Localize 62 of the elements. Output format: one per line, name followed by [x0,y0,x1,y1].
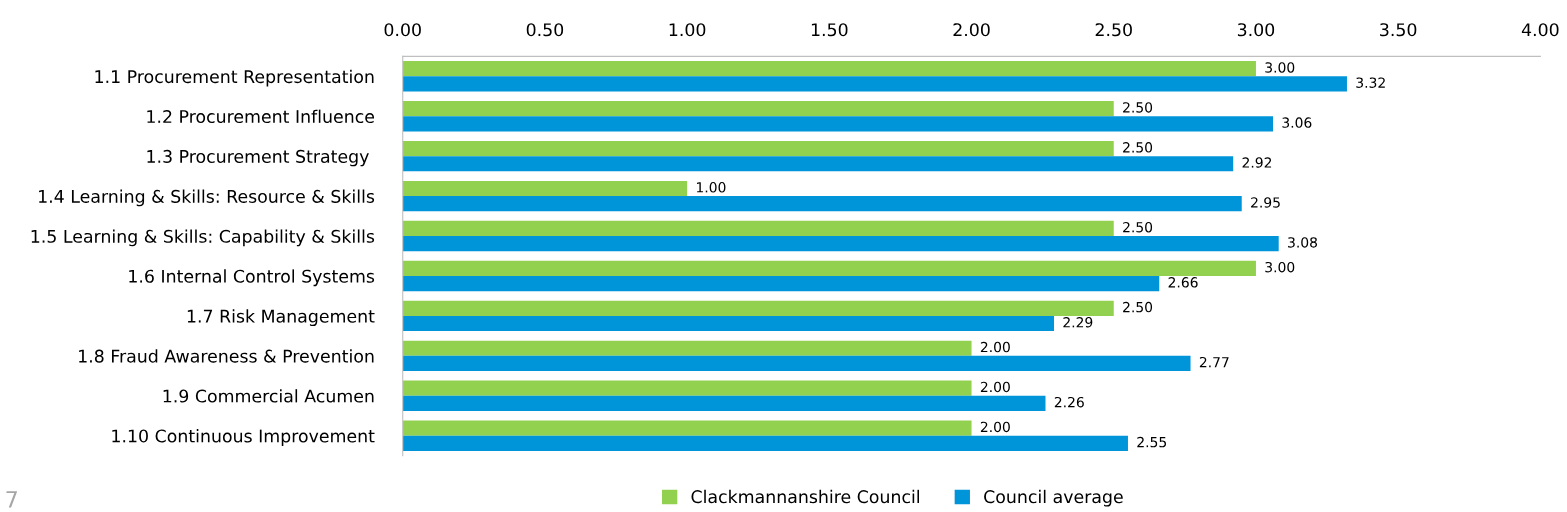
data-label: 2.26 [1054,396,1084,408]
text: 7 [6,491,17,508]
bar [402,236,1279,252]
legend-label: Clackmannanshire Council [691,489,920,504]
bar [402,420,972,436]
data-label: 2.77 [1199,356,1229,368]
data-label: 2.50 [1123,221,1153,233]
bar [402,76,1347,92]
bar [402,300,1114,316]
data-label: 3.32 [1356,77,1385,88]
data-label: 2.00 [980,381,1010,393]
y-tick-label: 1.6 Internal Control Systems [129,269,375,287]
data-label: 2.00 [980,341,1010,353]
legend-label: Council average [984,489,1123,507]
bar [402,260,1256,276]
y-tick-label: 1.9 Commercial Acumen [163,389,374,403]
bar [402,435,1128,451]
bar [402,340,972,356]
data-label: 2.66 [1168,277,1198,288]
x-tick-label: 4.00 [1521,23,1559,37]
data-label: 2.50 [1123,142,1153,153]
bar [402,180,688,197]
bar [402,156,1234,172]
y-tick-label: 1.8 Fraud Awareness & Prevention [79,349,374,363]
bar [402,61,1256,77]
bar [402,116,1274,132]
y-tick-label: 1.10 Continuous Improvement [112,429,375,446]
x-tick-label: 2.00 [953,23,990,37]
bar [402,140,1114,157]
bar [402,355,1191,372]
data-label: 2.00 [980,421,1010,433]
x-tick-label: 1.50 [811,23,848,37]
data-label: 3.06 [1282,117,1312,128]
y-tick-label: 1.3 Procurement Strategy [147,149,369,167]
x-tick-label: 3.50 [1380,23,1417,37]
y-tick-label: 1.7 Risk Management [187,309,375,327]
data-label: 3.00 [1265,261,1295,273]
bar [402,395,1046,411]
bar [402,380,972,396]
bar [402,196,1242,212]
bar [402,220,1114,237]
y-tick-label: 1.4 Learning & Skills: Resource & Skills [39,189,375,207]
data-label: 3.08 [1288,237,1318,248]
x-tick-label: 0.50 [526,23,564,37]
data-label: 3.00 [1265,62,1295,73]
data-label: 2.29 [1063,317,1093,328]
y-tick-label: 1.1 Procurement Representation [95,69,374,87]
data-label: 2.50 [1123,301,1153,313]
data-label: 1.00 [696,182,726,193]
bar [402,101,1114,117]
y-tick-label: 1.2 Procurement Influence [147,109,375,124]
x-tick-label: 2.50 [1095,23,1132,37]
data-label: 2.55 [1137,436,1167,448]
x-tick-label: 1.00 [669,23,706,37]
bar [402,275,1160,292]
data-label: 2.50 [1123,102,1153,113]
x-tick-label: 3.00 [1237,23,1275,37]
data-label: 2.92 [1242,157,1272,168]
data-label: 2.95 [1251,197,1280,208]
bar [402,315,1055,332]
y-tick-label: 1.5 Learning & Skills: Capability & Skills [31,229,375,247]
x-tick-label: 0.00 [384,23,421,37]
